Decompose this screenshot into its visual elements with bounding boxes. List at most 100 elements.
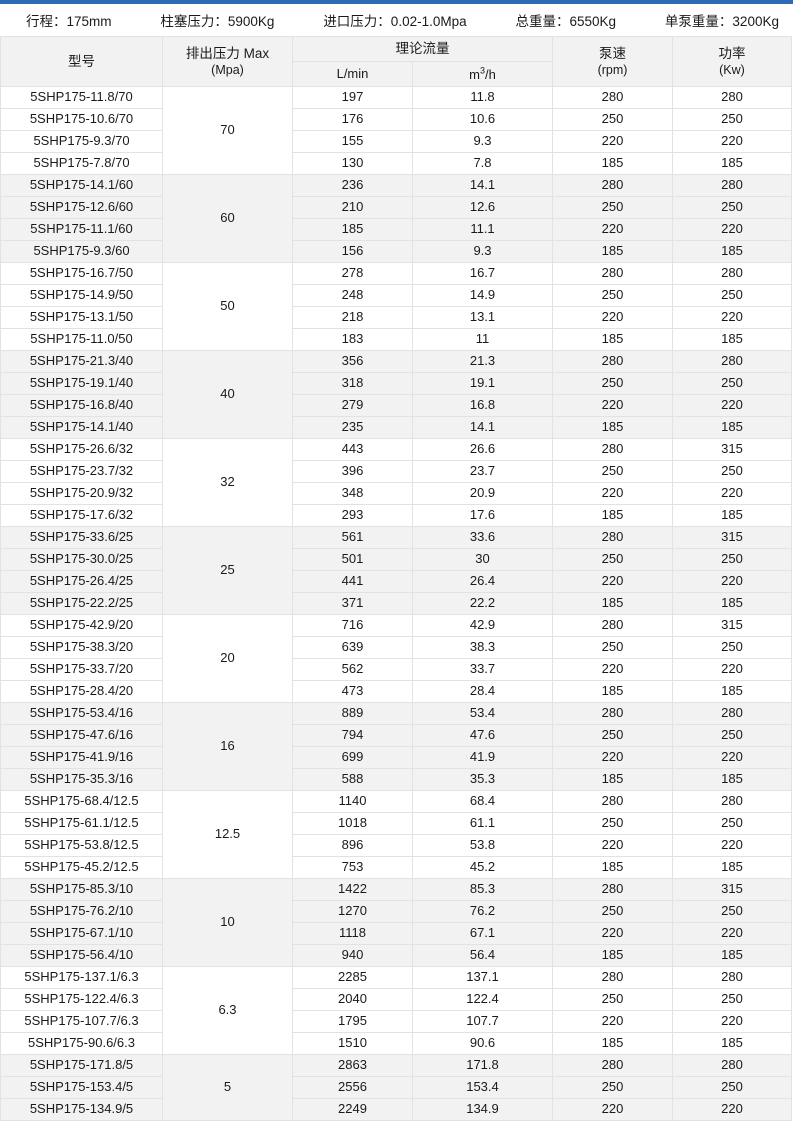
cell-pump-speed: 280 [552,174,673,197]
cell-power: 185 [672,328,792,351]
table-row: 5SHP175-28.4/20 473 28.4 185 185 [0,680,792,703]
table-row: 5SHP175-171.8/5 5 2863 171.8 280 280 [0,1054,792,1121]
cell-power: 250 [672,812,792,835]
cell-power: 280 [672,702,792,725]
table-row: 5SHP175-23.7/32 396 23.7 250 250 [0,460,792,483]
cell-flow-m3h: 14.1 [412,174,553,197]
cell-flow-lmin: 1270 [292,900,413,923]
cell-power: 315 [672,878,792,901]
table-row: 5SHP175-76.2/10 1270 76.2 250 250 [0,900,792,923]
table-row: 5SHP175-9.3/70 155 9.3 220 220 [0,130,792,153]
cell-discharge-pressure: 6.3 [162,966,293,1055]
cell-model: 5SHP175-28.4/20 [0,680,163,703]
column-header-discharge-pressure: 排出压力 Max (Mpa) [162,36,293,87]
cell-power: 250 [672,372,792,395]
cell-flow-m3h: 23.7 [412,460,553,483]
cell-power: 280 [672,790,792,813]
cell-pump-speed: 220 [552,746,673,769]
cell-flow-lmin: 940 [292,944,413,967]
cell-pump-speed: 220 [552,394,673,417]
cell-power: 185 [672,416,792,439]
cell-model: 5SHP175-38.3/20 [0,636,163,659]
cell-flow-m3h: 21.3 [412,350,553,373]
cell-flow-lmin: 348 [292,482,413,505]
table-row: 5SHP175-12.6/60 210 12.6 250 250 [0,196,792,219]
cell-flow-lmin: 561 [292,526,413,549]
cell-power: 185 [672,768,792,791]
cell-model: 5SHP175-42.9/20 [0,614,163,637]
cell-discharge-pressure: 10 [162,878,293,967]
cell-flow-m3h: 16.7 [412,262,553,285]
cell-model: 5SHP175-16.7/50 [0,262,163,285]
cell-flow-m3h: 122.4 [412,988,553,1011]
table-row: 5SHP175-122.4/6.3 2040 122.4 250 250 [0,988,792,1011]
table-row: 5SHP175-11.8/70 70 197 11.8 280 280 [0,86,792,175]
table-row: 5SHP175-90.6/6.3 1510 90.6 185 185 [0,1032,792,1055]
cell-flow-lmin: 318 [292,372,413,395]
table-row: 5SHP175-85.3/10 10 1422 85.3 280 315 [0,878,792,967]
table-row: 5SHP175-107.7/6.3 1795 107.7 220 220 [0,1010,792,1033]
cell-pump-speed: 220 [552,130,673,153]
header-row-top: 型号 排出压力 Max (Mpa) 理论流量 泵速 (rpm) 功率 (Kw) [0,36,792,87]
cell-model: 5SHP175-122.4/6.3 [0,988,163,1011]
cell-pump-speed: 250 [552,1076,673,1099]
cell-pump-speed: 220 [552,834,673,857]
cell-model: 5SHP175-13.1/50 [0,306,163,329]
cell-flow-lmin: 2863 [292,1054,413,1077]
cell-pump-speed: 185 [552,680,673,703]
column-header-power: 功率 (Kw) [672,36,792,87]
cell-flow-lmin: 699 [292,746,413,769]
cell-model: 5SHP175-11.0/50 [0,328,163,351]
cell-pump-speed: 250 [552,724,673,747]
cell-power: 315 [672,438,792,461]
cell-power: 185 [672,240,792,263]
cell-pump-speed: 280 [552,262,673,285]
cell-power: 220 [672,394,792,417]
cell-model: 5SHP175-30.0/25 [0,548,163,571]
table-row: 5SHP175-30.0/25 501 30 250 250 [0,548,792,571]
cell-flow-lmin: 639 [292,636,413,659]
cell-power: 220 [672,306,792,329]
table-row: 5SHP175-21.3/40 40 356 21.3 280 280 [0,350,792,439]
cell-flow-lmin: 248 [292,284,413,307]
cell-flow-lmin: 2556 [292,1076,413,1099]
spec-inlet-pressure: 进口压力：0.02-1.0Mpa [323,14,467,29]
cell-pump-speed: 185 [552,768,673,791]
spec-stroke: 行程：175mm [26,14,112,29]
cell-flow-lmin: 210 [292,196,413,219]
cell-flow-lmin: 183 [292,328,413,351]
table-row: 5SHP175-53.8/12.5 896 53.8 220 220 [0,834,792,857]
cell-pump-speed: 185 [552,240,673,263]
cell-pump-speed: 185 [552,592,673,615]
table-row: 5SHP175-38.3/20 639 38.3 250 250 [0,636,792,659]
cell-power: 220 [672,922,792,945]
cell-flow-m3h: 67.1 [412,922,553,945]
cell-discharge-pressure: 5 [162,1054,293,1121]
cell-flow-m3h: 47.6 [412,724,553,747]
cell-pump-speed: 220 [552,306,673,329]
cell-model: 5SHP175-22.2/25 [0,592,163,615]
cell-model: 5SHP175-9.3/70 [0,130,163,153]
cell-flow-lmin: 396 [292,460,413,483]
cell-flow-m3h: 171.8 [412,1054,553,1077]
cell-pump-speed: 280 [552,966,673,989]
cell-flow-lmin: 1422 [292,878,413,901]
cell-power: 250 [672,548,792,571]
cell-model: 5SHP175-68.4/12.5 [0,790,163,813]
cell-pump-speed: 250 [552,196,673,219]
cell-model: 5SHP175-47.6/16 [0,724,163,747]
cell-power: 185 [672,152,792,175]
cell-power: 250 [672,636,792,659]
cell-power: 250 [672,108,792,131]
cell-flow-lmin: 896 [292,834,413,857]
cell-model: 5SHP175-137.1/6.3 [0,966,163,989]
table-row: 5SHP175-14.9/50 248 14.9 250 250 [0,284,792,307]
cell-pump-speed: 220 [552,1098,673,1121]
cell-power: 250 [672,1076,792,1099]
cell-flow-lmin: 235 [292,416,413,439]
cell-flow-m3h: 61.1 [412,812,553,835]
cell-flow-lmin: 293 [292,504,413,527]
cell-flow-lmin: 441 [292,570,413,593]
table-row: 5SHP175-53.4/16 16 889 53.4 280 280 [0,702,792,791]
cell-pump-speed: 250 [552,284,673,307]
